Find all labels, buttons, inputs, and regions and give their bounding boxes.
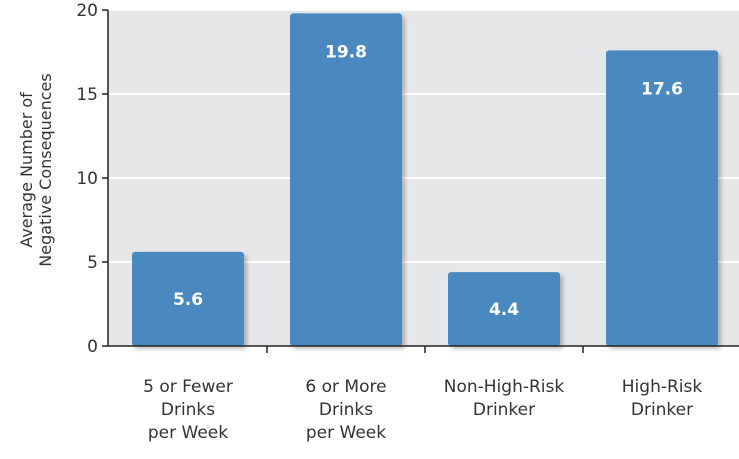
y-axis-title-text: Average Number ofNegative Consequences <box>17 73 55 266</box>
data-label-3: 17.6 <box>641 79 683 99</box>
data-label-0: 5.6 <box>173 290 203 310</box>
x-category-label-2: Non-High-Risk Drinker <box>444 377 565 420</box>
x-category-label-0: 5 or Fewer Drinks per Week <box>143 377 233 443</box>
data-labels: 5.6 19.8 4.4 17.6 <box>173 42 683 320</box>
x-category-labels: 5 or Fewer Drinks per Week 6 or More Drinks p… <box>143 377 702 443</box>
y-tick-label-10: 10 <box>76 169 98 189</box>
x-category-label-3: High-Risk Drinker <box>622 377 703 420</box>
data-label-1: 19.8 <box>325 42 367 62</box>
y-axis-title: Average Number ofNegative Consequences <box>17 73 55 266</box>
bar-2 <box>448 272 560 346</box>
y-tick-label-20: 20 <box>76 1 98 21</box>
bar-0 <box>132 251 244 346</box>
bars <box>132 13 718 347</box>
bar-1 <box>290 13 402 347</box>
bar-3 <box>606 50 718 346</box>
y-tick-labels: 0 5 10 15 20 <box>76 1 98 357</box>
y-tick-label-5: 5 <box>87 253 98 273</box>
y-tick-label-15: 15 <box>76 85 98 105</box>
axes <box>102 9 739 353</box>
y-tick-label-0: 0 <box>87 337 98 357</box>
data-label-2: 4.4 <box>489 300 519 320</box>
x-category-label-1: 6 or More Drinks per Week <box>305 377 386 443</box>
